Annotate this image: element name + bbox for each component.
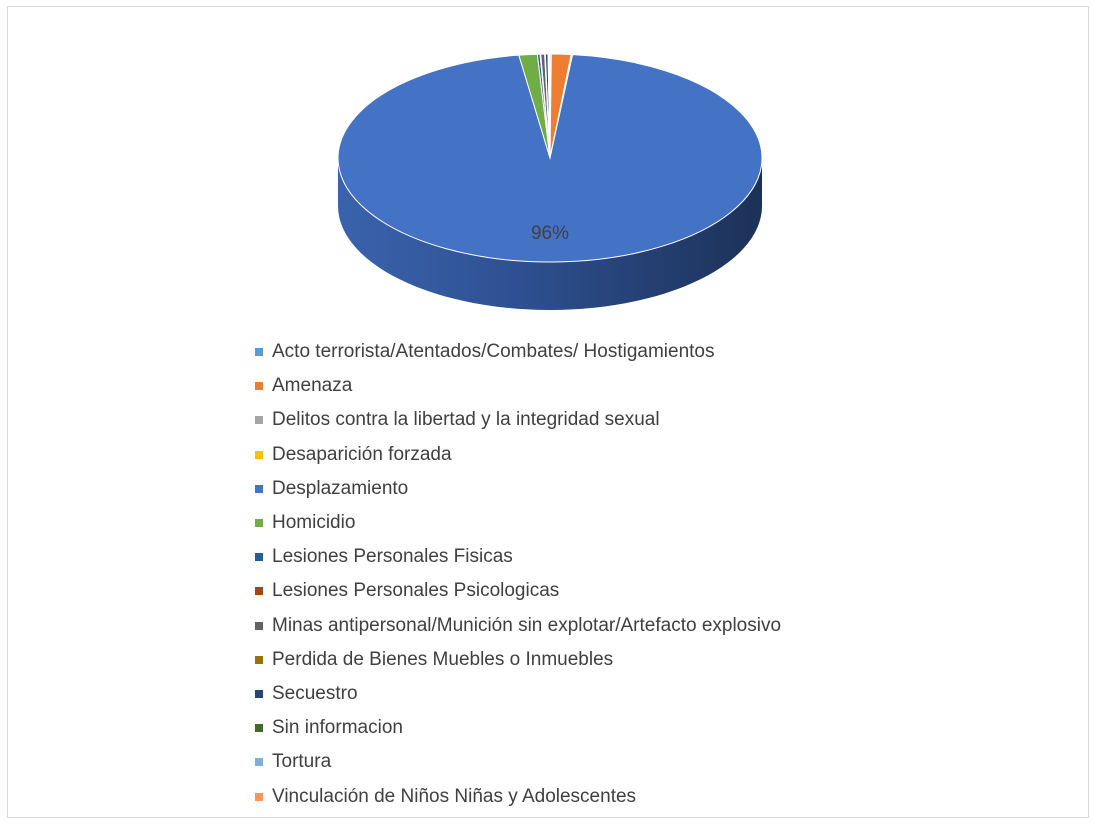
legend-swatch <box>255 484 263 493</box>
legend-swatch <box>255 587 263 596</box>
legend-item: Delitos contra la libertad y la integrid… <box>255 403 955 437</box>
legend-label: Tortura <box>272 751 332 773</box>
pie-slice-4 <box>337 54 763 263</box>
legend-swatch <box>255 689 263 698</box>
legend-label: Delitos contra la libertad y la integrid… <box>272 409 660 431</box>
legend-swatch <box>255 519 263 528</box>
legend-swatch <box>255 724 263 733</box>
legend-swatch <box>255 621 263 630</box>
pie-chart: 96% <box>337 53 763 310</box>
legend-label: Lesiones Personales Psicologicas <box>272 580 560 602</box>
legend-label: Homicidio <box>272 512 356 534</box>
legend-label: Acto terrorista/Atentados/Combates/ Host… <box>272 341 715 363</box>
legend-item: Amenaza <box>255 369 955 403</box>
legend-item: Tortura <box>255 745 955 779</box>
legend-swatch <box>255 450 263 459</box>
legend-label: Sin informacion <box>272 717 403 739</box>
legend-swatch <box>255 348 263 357</box>
legend-label: Vinculación de Niños Niñas y Adolescente… <box>272 785 637 807</box>
legend-swatch <box>255 416 263 425</box>
legend-item: Homicidio <box>255 506 955 540</box>
legend-item: Desplazamiento <box>255 472 955 506</box>
chart-area: 96% Acto terrorista/Atentados/Combates/ … <box>7 6 1089 818</box>
legend-item: Lesiones Personales Psicologicas <box>255 574 955 608</box>
legend-label: Lesiones Personales Fisicas <box>272 546 513 568</box>
legend-swatch <box>255 382 263 391</box>
legend-label: Minas antipersonal/Munición sin explotar… <box>272 614 782 636</box>
legend-label: Secuestro <box>272 682 358 704</box>
legend-swatch <box>255 792 263 801</box>
legend-item: Vinculación de Niños Niñas y Adolescente… <box>255 779 955 813</box>
legend-label: Perdida de Bienes Muebles o Inmuebles <box>272 648 614 670</box>
legend-item: Minas antipersonal/Munición sin explotar… <box>255 609 955 643</box>
legend-item: Desaparición forzada <box>255 438 955 472</box>
legend: Acto terrorista/Atentados/Combates/ Host… <box>255 335 955 814</box>
legend-label: Amenaza <box>272 375 353 397</box>
legend-swatch <box>255 655 263 664</box>
legend-swatch <box>255 553 263 562</box>
legend-item: Lesiones Personales Fisicas <box>255 540 955 574</box>
legend-item: Secuestro <box>255 677 955 711</box>
data-label-4: 96% <box>531 223 569 244</box>
legend-item: Perdida de Bienes Muebles o Inmuebles <box>255 643 955 677</box>
pie-slice-13 <box>548 53 551 159</box>
legend-swatch <box>255 758 263 767</box>
legend-label: Desplazamiento <box>272 477 409 499</box>
legend-item: Sin informacion <box>255 711 955 745</box>
pie-side-4 <box>338 158 762 310</box>
legend-label: Desaparición forzada <box>272 443 452 465</box>
legend-item: Acto terrorista/Atentados/Combates/ Host… <box>255 335 955 369</box>
